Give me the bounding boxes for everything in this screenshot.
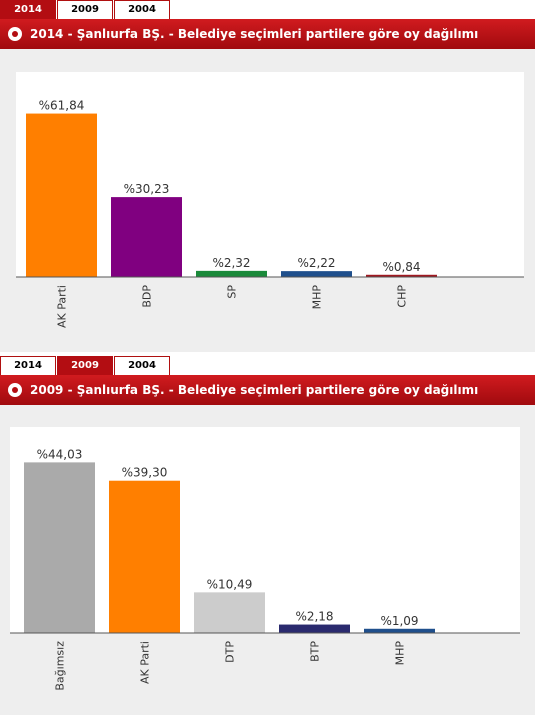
category-label: MHP	[311, 285, 324, 310]
bar[interactable]	[111, 197, 182, 277]
chart-title: 2009 - Şanlıurfa BŞ. - Belediye seçimler…	[30, 383, 479, 397]
tab-2009[interactable]: 2009	[57, 0, 113, 19]
bar[interactable]	[366, 274, 437, 277]
category-label: CHP	[396, 285, 409, 308]
chart-area: %61,84 AK Parti %30,23 BDP %2,32 SP %2,22 MHP %0…	[0, 49, 535, 352]
category-label: Bağımsız	[54, 641, 67, 691]
chart-panel-2009: 2014 2009 2004 2009 - Şanlıurfa BŞ. - Be…	[0, 356, 535, 715]
bar-value-label: %2,32	[212, 256, 250, 270]
tab-2009[interactable]: 2009	[57, 356, 113, 375]
tab-2014[interactable]: 2014	[0, 356, 56, 375]
bar-value-label: %1,09	[380, 614, 418, 628]
bar[interactable]	[364, 628, 435, 633]
category-label: BTP	[309, 641, 322, 662]
bar[interactable]	[26, 113, 97, 278]
chart-panel-2014: 2014 2009 2004 2014 - Şanlıurfa BŞ. - Be…	[0, 0, 535, 352]
bar-value-label: %30,23	[124, 182, 170, 196]
category-label: BDP	[141, 285, 154, 308]
bar-value-label: %10,49	[207, 577, 253, 591]
bar-value-label: %2,22	[297, 256, 335, 270]
chart-header: 2014 - Şanlıurfa BŞ. - Belediye seçimler…	[0, 19, 535, 49]
info-circle-icon	[8, 27, 22, 41]
year-tabs: 2014 2009 2004	[0, 0, 171, 19]
tab-2004[interactable]: 2004	[114, 0, 170, 19]
chart-header: 2009 - Şanlıurfa BŞ. - Belediye seçimler…	[0, 375, 535, 405]
plot-background	[16, 72, 524, 277]
tab-2004[interactable]: 2004	[114, 356, 170, 375]
bar[interactable]	[281, 271, 352, 277]
chart-title: 2014 - Şanlıurfa BŞ. - Belediye seçimler…	[30, 27, 479, 41]
bar[interactable]	[109, 480, 180, 633]
bar-value-label: %0,84	[382, 260, 420, 274]
bar-value-label: %61,84	[39, 99, 85, 113]
bar[interactable]	[279, 624, 350, 633]
bar[interactable]	[194, 592, 265, 633]
category-label: AK Parti	[139, 641, 152, 684]
year-tabs: 2014 2009 2004	[0, 356, 171, 375]
bar-chart: %61,84 AK Parti %30,23 BDP %2,32 SP %2,22 MHP %0…	[16, 72, 524, 328]
chart-area: %44,03 Bağımsız %39,30 AK Parti %10,49 DTP %2,…	[0, 405, 535, 715]
bar-value-label: %39,30	[122, 466, 168, 480]
bar[interactable]	[196, 270, 267, 277]
category-label: DTP	[224, 641, 237, 663]
bar-chart: %44,03 Bağımsız %39,30 AK Parti %10,49 DTP %2,…	[10, 427, 520, 691]
info-circle-icon	[8, 383, 22, 397]
tab-2014[interactable]: 2014	[0, 0, 56, 19]
bar-value-label: %44,03	[37, 447, 83, 461]
category-label: MHP	[394, 641, 407, 666]
bar[interactable]	[24, 462, 95, 633]
bar-value-label: %2,18	[295, 610, 333, 624]
category-label: AK Parti	[56, 285, 69, 328]
category-label: SP	[226, 285, 239, 299]
